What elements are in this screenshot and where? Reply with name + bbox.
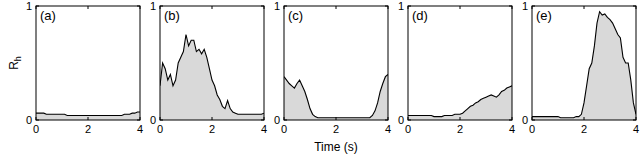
line bbox=[532, 12, 636, 118]
y-axis-label: Rh bbox=[7, 56, 23, 70]
panel: 0 2 4 0 1 (e) bbox=[522, 0, 639, 135]
panel: 0 2 4 0 1 (d) bbox=[398, 0, 515, 135]
y-tick bbox=[36, 120, 39, 121]
x-tick bbox=[460, 6, 461, 9]
y-tick bbox=[532, 120, 535, 121]
x-tick-label: 0 bbox=[281, 123, 287, 135]
x-tick-label: 0 bbox=[405, 123, 411, 135]
x-tick-label: 0 bbox=[33, 123, 39, 135]
x-tick bbox=[88, 117, 89, 120]
frame bbox=[532, 6, 636, 120]
data-group bbox=[160, 35, 264, 121]
y-tick bbox=[532, 6, 535, 7]
panel-label: (a) bbox=[40, 8, 56, 23]
x-tick-label: 4 bbox=[633, 123, 639, 135]
y-tick bbox=[137, 120, 140, 121]
x-tick-label: 4 bbox=[509, 123, 515, 135]
x-tick-label: 2 bbox=[457, 123, 463, 135]
data-group bbox=[284, 74, 388, 120]
y-tick bbox=[385, 6, 388, 7]
y-tick bbox=[261, 6, 264, 7]
frame bbox=[408, 6, 512, 120]
x-tick-label: 2 bbox=[85, 123, 91, 135]
y-tick-label: 1 bbox=[398, 0, 404, 12]
x-tick bbox=[212, 117, 213, 120]
x-tick-label: 0 bbox=[157, 123, 163, 135]
y-tick-label: 0 bbox=[150, 114, 156, 126]
data-group bbox=[532, 12, 636, 120]
line bbox=[284, 74, 388, 117]
area bbox=[36, 112, 140, 120]
panel-label: (c) bbox=[288, 8, 303, 23]
x-tick bbox=[584, 117, 585, 120]
x-tick bbox=[212, 6, 213, 9]
line bbox=[160, 35, 264, 115]
x-tick bbox=[460, 117, 461, 120]
y-tick-label: 1 bbox=[150, 0, 156, 12]
panel: 0 2 4 0 1 (a) Rh bbox=[7, 0, 143, 135]
y-tick bbox=[261, 120, 264, 121]
y-tick bbox=[408, 6, 411, 7]
frame bbox=[284, 6, 388, 120]
panel-label: (d) bbox=[412, 8, 428, 23]
y-tick bbox=[633, 120, 636, 121]
y-tick-label: 1 bbox=[274, 0, 280, 12]
panel: 0 2 4 0 1 (b) bbox=[150, 0, 267, 135]
y-tick bbox=[160, 120, 163, 121]
x-tick-label: 2 bbox=[333, 123, 339, 135]
x-tick-label: 4 bbox=[137, 123, 143, 135]
frame bbox=[36, 6, 140, 120]
y-tick-label: 1 bbox=[26, 0, 32, 12]
y-tick bbox=[385, 120, 388, 121]
area bbox=[532, 12, 636, 120]
x-tick-label: 2 bbox=[209, 123, 215, 135]
x-tick-label: 4 bbox=[261, 123, 267, 135]
y-tick bbox=[408, 120, 411, 121]
x-tick-label: 4 bbox=[385, 123, 391, 135]
y-tick bbox=[509, 120, 512, 121]
y-tick-label: 1 bbox=[522, 0, 528, 12]
panel-label: (b) bbox=[164, 8, 180, 23]
y-tick-label: 0 bbox=[26, 114, 32, 126]
line bbox=[408, 86, 512, 117]
y-tick-label: 0 bbox=[522, 114, 528, 126]
x-tick bbox=[336, 117, 337, 120]
y-tick bbox=[633, 6, 636, 7]
y-tick bbox=[509, 6, 512, 7]
line bbox=[36, 112, 140, 115]
x-tick-label: 2 bbox=[581, 123, 587, 135]
data-group bbox=[36, 112, 140, 120]
y-tick-label: 0 bbox=[398, 114, 404, 126]
y-tick bbox=[160, 6, 163, 7]
x-tick-label: 0 bbox=[529, 123, 535, 135]
y-tick bbox=[284, 120, 287, 121]
area bbox=[160, 35, 264, 121]
panel: 0 2 4 0 1 (c) Time (s) bbox=[274, 0, 391, 154]
y-tick bbox=[284, 6, 287, 7]
x-tick bbox=[336, 6, 337, 9]
frame bbox=[160, 6, 264, 120]
x-axis-label: Time (s) bbox=[314, 140, 358, 154]
panel-label: (e) bbox=[536, 8, 552, 23]
x-tick bbox=[584, 6, 585, 9]
area bbox=[408, 86, 512, 120]
chart-root: 02401(a)Rh02401(b)02401(c)Time (s)02401(… bbox=[0, 0, 640, 160]
x-tick bbox=[88, 6, 89, 9]
y-tick bbox=[137, 6, 140, 7]
area bbox=[284, 74, 388, 120]
y-tick bbox=[36, 6, 39, 7]
y-tick-label: 0 bbox=[274, 114, 280, 126]
data-group bbox=[408, 86, 512, 120]
